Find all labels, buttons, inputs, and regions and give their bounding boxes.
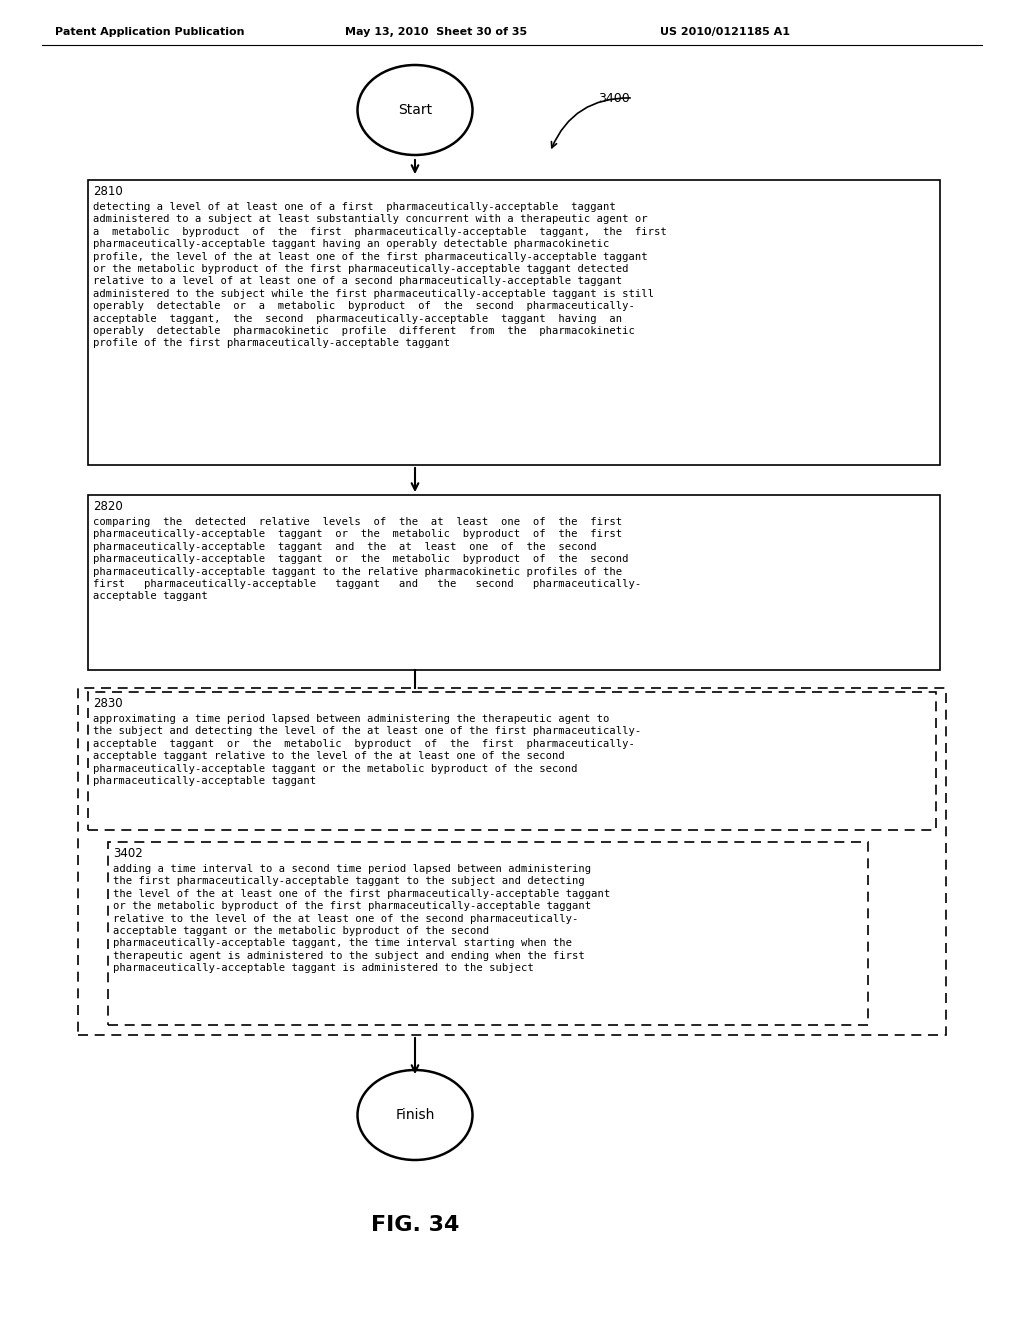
Text: Finish: Finish	[395, 1107, 434, 1122]
Bar	[88, 180, 940, 465]
Bar	[108, 842, 868, 1026]
Bar	[88, 692, 936, 830]
Text: 2810: 2810	[93, 185, 123, 198]
Text: May 13, 2010  Sheet 30 of 35: May 13, 2010 Sheet 30 of 35	[345, 26, 527, 37]
Text: comparing  the  detected  relative  levels  of  the  at  least  one  of  the  fi: comparing the detected relative levels o…	[93, 517, 641, 602]
Text: US 2010/0121185 A1: US 2010/0121185 A1	[660, 26, 790, 37]
Text: 2820: 2820	[93, 500, 123, 513]
Text: adding a time interval to a second time period lapsed between administering
the : adding a time interval to a second time …	[113, 865, 610, 973]
Text: 2830: 2830	[93, 697, 123, 710]
Text: approximating a time period lapsed between administering the therapeutic agent t: approximating a time period lapsed betwe…	[93, 714, 641, 785]
Text: Start: Start	[398, 103, 432, 117]
Bar	[78, 688, 946, 1035]
Text: 3400: 3400	[598, 92, 630, 106]
Bar	[88, 495, 940, 671]
Text: 3402: 3402	[113, 847, 142, 861]
Text: FIG. 34: FIG. 34	[371, 1214, 459, 1236]
Text: detecting a level of at least one of a first  pharmaceutically-acceptable  tagga: detecting a level of at least one of a f…	[93, 202, 667, 348]
Text: Patent Application Publication: Patent Application Publication	[55, 26, 245, 37]
